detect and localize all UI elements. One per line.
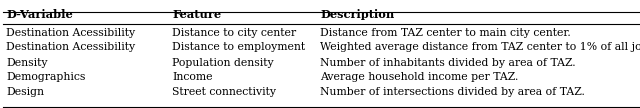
Text: Income: Income	[172, 72, 212, 83]
Text: Feature: Feature	[172, 9, 221, 20]
Text: Number of intersections divided by area of TAZ.: Number of intersections divided by area …	[320, 87, 585, 97]
Text: Distance to employment: Distance to employment	[172, 41, 305, 52]
Text: Density: Density	[6, 58, 47, 68]
Text: Destination Acessibility: Destination Acessibility	[6, 41, 135, 52]
Text: Population density: Population density	[172, 58, 274, 68]
Text: Distance to city center: Distance to city center	[172, 28, 296, 38]
Text: Distance from TAZ center to main city center.: Distance from TAZ center to main city ce…	[320, 28, 571, 38]
Text: Destination Acessibility: Destination Acessibility	[6, 28, 135, 38]
Text: Average household income per TAZ.: Average household income per TAZ.	[320, 72, 518, 83]
Text: Demographics: Demographics	[6, 72, 85, 83]
Text: D-Variable: D-Variable	[6, 9, 73, 20]
Text: Number of inhabitants divided by area of TAZ.: Number of inhabitants divided by area of…	[320, 58, 575, 68]
Text: Weighted average distance from TAZ center to 1% of all jobs.: Weighted average distance from TAZ cente…	[320, 41, 640, 52]
Text: Description: Description	[320, 9, 394, 20]
Text: Design: Design	[6, 87, 44, 97]
Text: Street connectivity: Street connectivity	[172, 87, 276, 97]
